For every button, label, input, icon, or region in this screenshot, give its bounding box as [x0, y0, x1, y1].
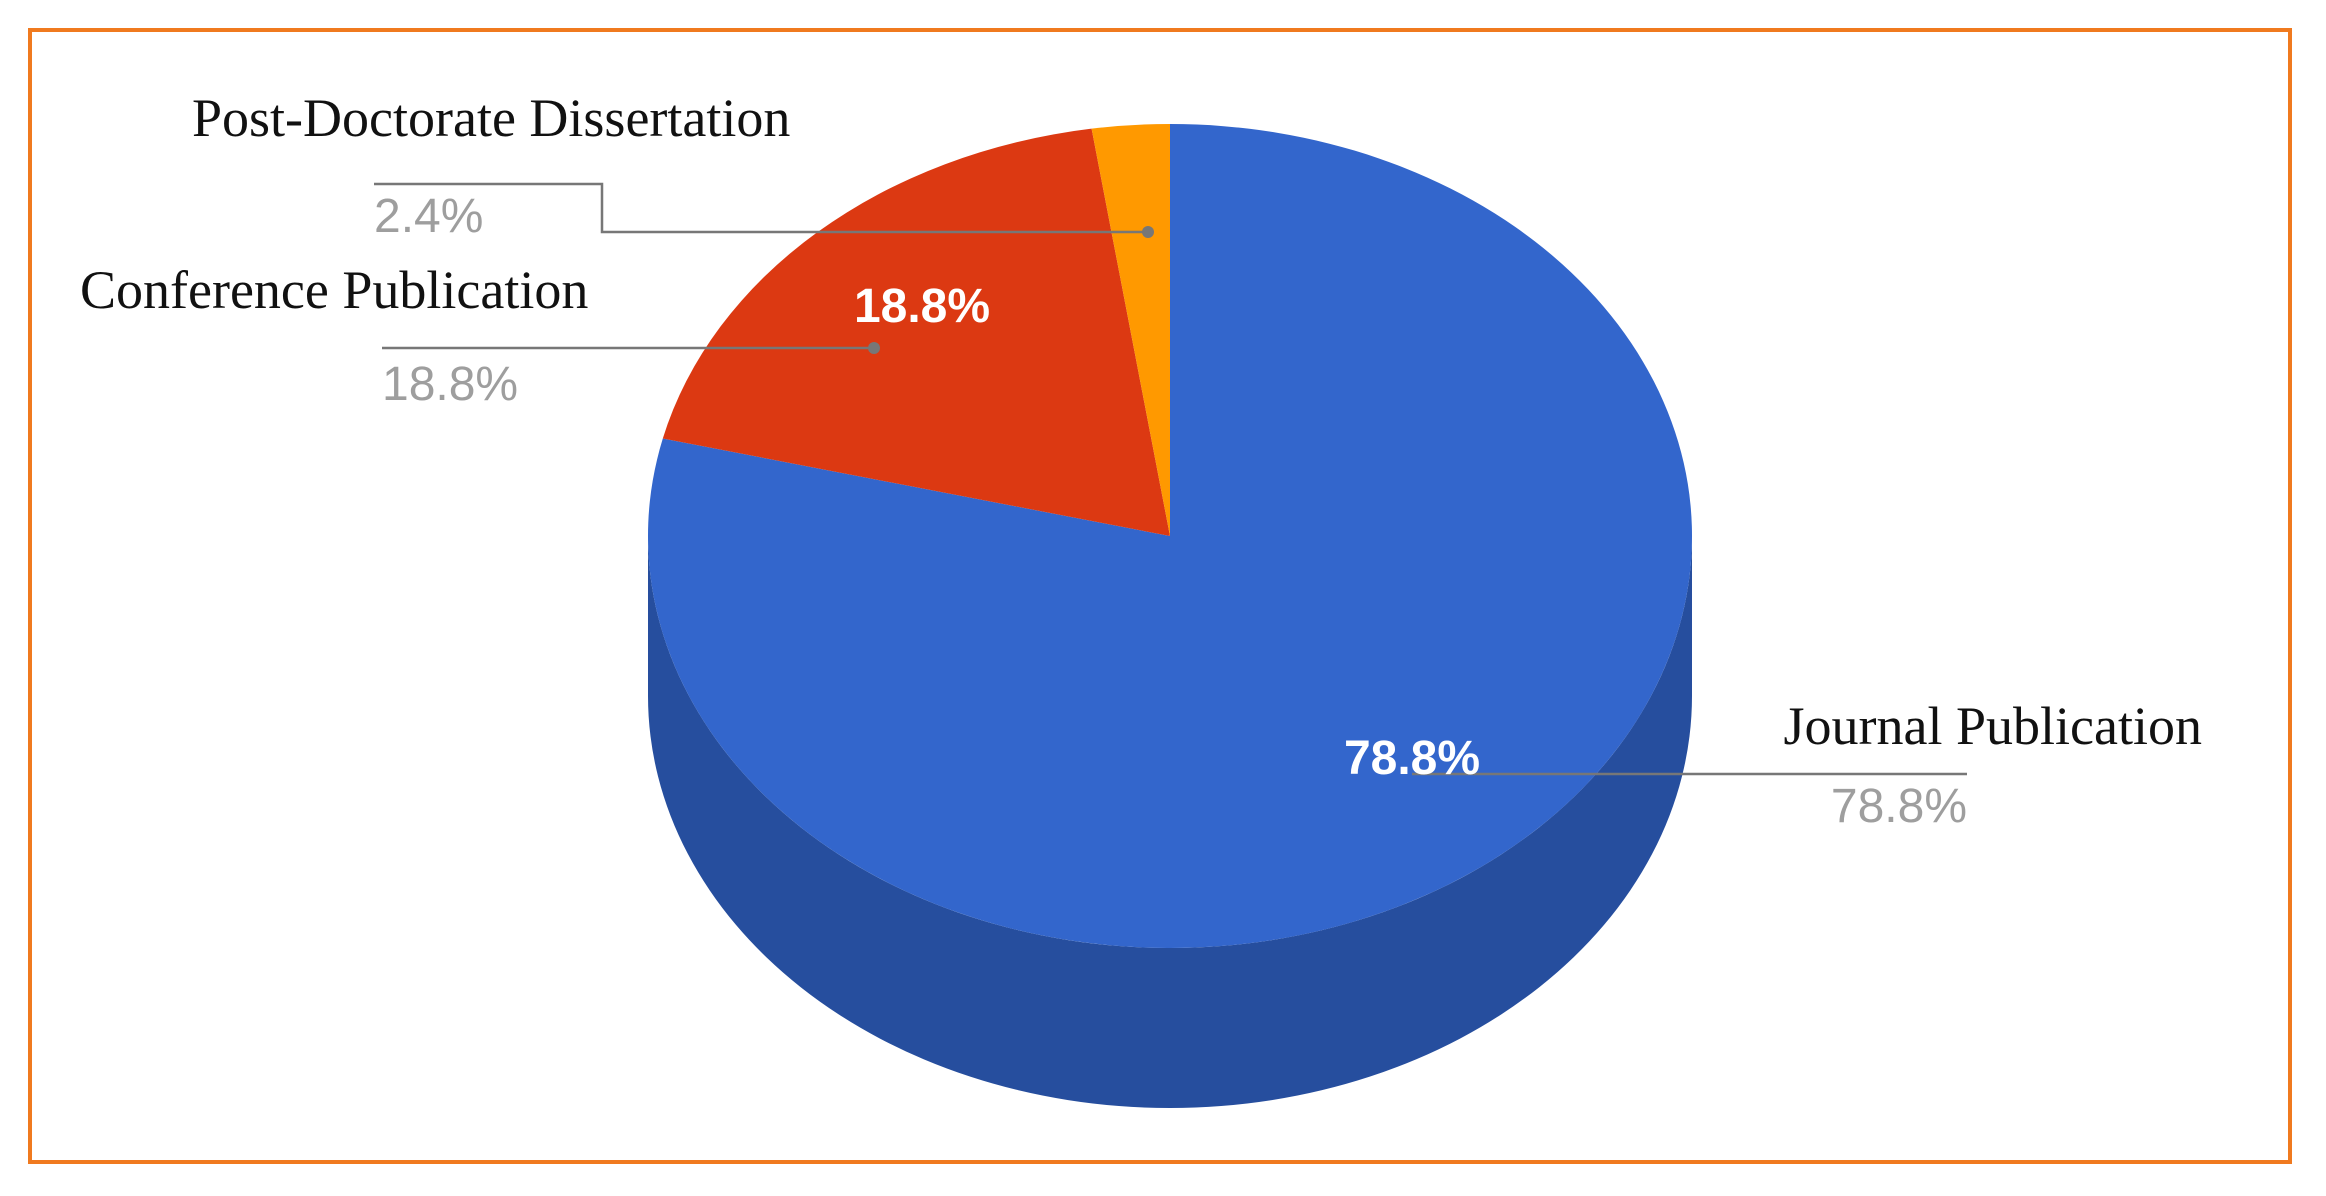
pie-chart: Journal Publication 78.8% 78.8% Conference …	[80, 88, 2202, 1108]
slice-value-label-journal-publication: 78.8%	[1344, 732, 1480, 785]
percent-label-post-doctorate-dissertation: 2.4%	[374, 190, 483, 243]
category-label-conference-publication: Conference Publication	[80, 260, 588, 320]
pie-side-walls	[648, 536, 1692, 1108]
percent-label-conference-publication: 18.8%	[382, 358, 518, 411]
category-label-journal-publication: Journal Publication	[1784, 696, 2202, 756]
leader-line-post-doctorate-dissertation	[374, 182, 1148, 234]
pie-slices	[647, 124, 1693, 948]
pie-labels: Journal Publication 78.8% 78.8% Conference …	[80, 88, 2202, 833]
category-label-post-doctorate-dissertation: Post-Doctorate Dissertation	[192, 88, 790, 148]
percent-label-journal-publication: 78.8%	[1831, 780, 1967, 833]
pie-side-journal-publication	[648, 536, 1692, 1108]
pie-slice-conference-publication[interactable]	[662, 128, 1170, 536]
leader-dot-post-doctorate-dissertation	[1142, 226, 1154, 238]
chart-frame: Journal Publication 78.8% 78.8% Conference …	[28, 28, 2292, 1164]
leader-dot-conference-publication	[868, 342, 880, 354]
slice-value-label-conference-publication: 18.8%	[854, 280, 990, 333]
